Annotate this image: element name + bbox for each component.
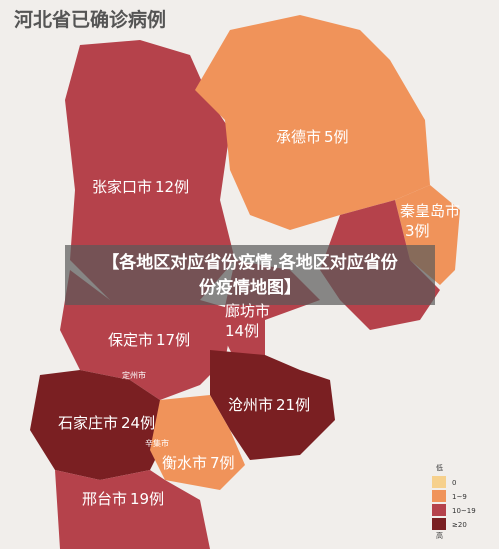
region-name: 衡水市 <box>162 454 207 472</box>
region-label: 承德市 5例 <box>276 128 349 146</box>
small-label: 定州市 <box>122 370 146 380</box>
region <box>150 395 245 490</box>
region <box>195 15 430 230</box>
legend-high: 高 <box>436 531 443 540</box>
legend-low: 低 <box>436 463 443 472</box>
region-count: 14例 <box>225 322 259 340</box>
region <box>210 350 335 460</box>
region-name: 邢台市 <box>82 490 127 508</box>
region-count: 21例 <box>276 396 310 414</box>
legend-swatch <box>432 504 446 516</box>
banner-text: 份疫情地图】 <box>199 277 301 298</box>
region-count: 24例 <box>121 414 155 432</box>
region-label: 衡水市 7例 <box>162 454 235 472</box>
region-name: 秦皇岛市 <box>400 202 460 220</box>
region-name: 廊坊市 <box>225 302 270 320</box>
region <box>30 370 165 480</box>
legend-swatch <box>432 476 446 488</box>
region-label: 石家庄市 24例 <box>58 414 155 432</box>
region-name: 沧州市 <box>228 396 273 414</box>
region-name: 张家口市 <box>92 178 152 196</box>
title: 河北省已确诊病例 <box>14 8 166 31</box>
legend-label: 0 <box>452 479 456 487</box>
region <box>55 470 210 549</box>
region-name: 石家庄市 <box>58 414 118 432</box>
region-label: 沧州市 21例 <box>228 396 310 414</box>
legend-swatch <box>432 518 446 530</box>
region-count: 7例 <box>210 454 235 472</box>
region-count: 19例 <box>130 490 164 508</box>
region-count: 12例 <box>155 178 189 196</box>
small-label: 辛集市 <box>145 438 169 448</box>
banner-text: 【各地区对应省份疫情,各地区对应省份 <box>102 252 398 273</box>
region-label: 保定市 17例 <box>108 331 190 349</box>
region-count: 17例 <box>156 331 190 349</box>
region-label: 邢台市 19例 <box>82 490 164 508</box>
region-label: 张家口市 12例 <box>92 178 189 196</box>
legend-swatch <box>432 490 446 502</box>
banner <box>65 245 435 305</box>
legend-label: ≥20 <box>452 521 467 529</box>
region <box>65 40 235 300</box>
region-count: 3例 <box>405 222 430 240</box>
legend-label: 10~19 <box>452 507 476 515</box>
legend-label: 1~9 <box>452 493 467 501</box>
region-name: 承德市 <box>276 128 321 146</box>
region-count: 5例 <box>324 128 349 146</box>
region-name: 保定市 <box>108 331 153 349</box>
